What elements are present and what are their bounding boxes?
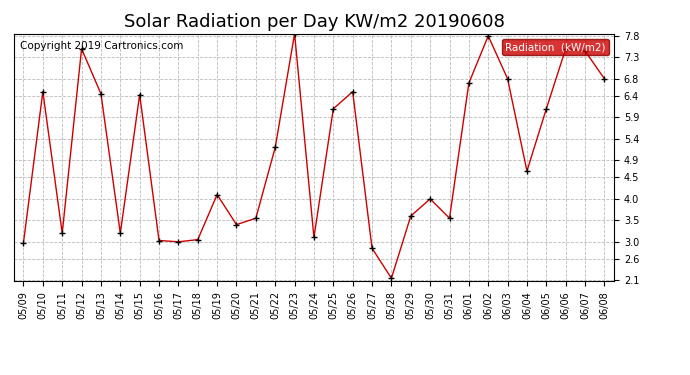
Text: Copyright 2019 Cartronics.com: Copyright 2019 Cartronics.com xyxy=(20,41,183,51)
Title: Solar Radiation per Day KW/m2 20190608: Solar Radiation per Day KW/m2 20190608 xyxy=(124,13,504,31)
Legend: Radiation  (kW/m2): Radiation (kW/m2) xyxy=(502,39,609,55)
